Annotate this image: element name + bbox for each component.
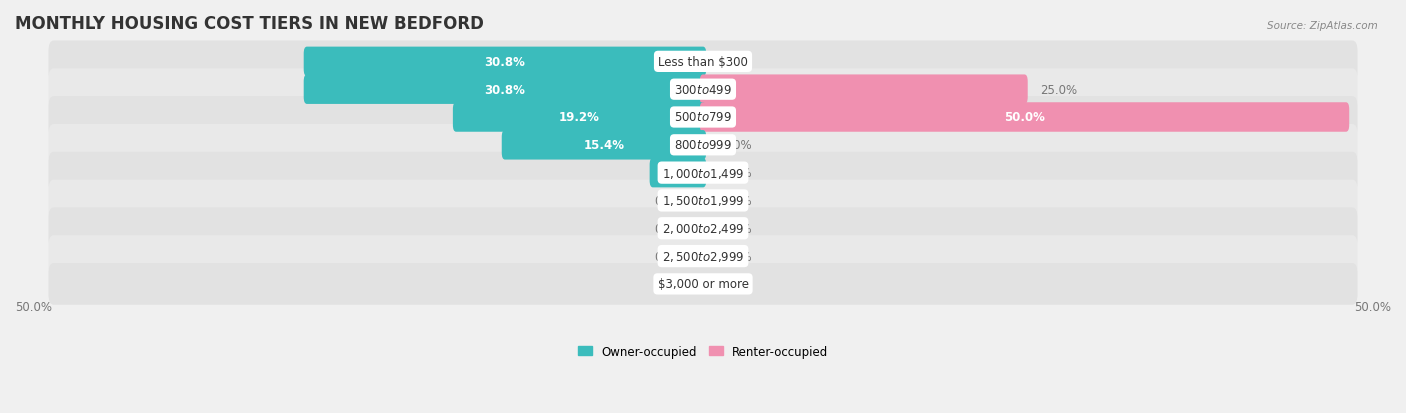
Text: 30.8%: 30.8% bbox=[485, 83, 526, 97]
Text: 50.0%: 50.0% bbox=[15, 301, 52, 313]
Text: 0.0%: 0.0% bbox=[723, 139, 752, 152]
Text: $3,000 or more: $3,000 or more bbox=[658, 278, 748, 291]
Text: 25.0%: 25.0% bbox=[1040, 83, 1077, 97]
FancyBboxPatch shape bbox=[48, 69, 1358, 111]
Text: 3.9%: 3.9% bbox=[662, 167, 695, 180]
FancyBboxPatch shape bbox=[48, 41, 1358, 83]
Text: 15.4%: 15.4% bbox=[583, 139, 624, 152]
Text: 0.0%: 0.0% bbox=[723, 195, 752, 207]
FancyBboxPatch shape bbox=[48, 125, 1358, 166]
Text: $2,500 to $2,999: $2,500 to $2,999 bbox=[662, 249, 744, 263]
Text: 0.0%: 0.0% bbox=[723, 167, 752, 180]
Text: 0.0%: 0.0% bbox=[654, 250, 683, 263]
FancyBboxPatch shape bbox=[650, 159, 706, 188]
FancyBboxPatch shape bbox=[48, 263, 1358, 305]
FancyBboxPatch shape bbox=[304, 47, 706, 77]
Text: 0.0%: 0.0% bbox=[654, 278, 683, 291]
Text: $1,000 to $1,499: $1,000 to $1,499 bbox=[662, 166, 744, 180]
Text: 30.8%: 30.8% bbox=[485, 56, 526, 69]
Text: 0.0%: 0.0% bbox=[654, 195, 683, 207]
Text: $1,500 to $1,999: $1,500 to $1,999 bbox=[662, 194, 744, 208]
FancyBboxPatch shape bbox=[48, 180, 1358, 222]
Text: $2,000 to $2,499: $2,000 to $2,499 bbox=[662, 222, 744, 236]
Text: 0.0%: 0.0% bbox=[723, 278, 752, 291]
FancyBboxPatch shape bbox=[304, 75, 706, 104]
Text: 0.0%: 0.0% bbox=[723, 250, 752, 263]
Text: 0.0%: 0.0% bbox=[654, 222, 683, 235]
Text: $300 to $499: $300 to $499 bbox=[673, 83, 733, 97]
FancyBboxPatch shape bbox=[453, 103, 706, 133]
Text: Less than $300: Less than $300 bbox=[658, 56, 748, 69]
Text: 50.0%: 50.0% bbox=[1004, 111, 1045, 124]
Text: 50.0%: 50.0% bbox=[1354, 301, 1391, 313]
FancyBboxPatch shape bbox=[700, 103, 1350, 133]
Legend: Owner-occupied, Renter-occupied: Owner-occupied, Renter-occupied bbox=[572, 340, 834, 363]
Text: 0.0%: 0.0% bbox=[723, 56, 752, 69]
FancyBboxPatch shape bbox=[48, 208, 1358, 249]
FancyBboxPatch shape bbox=[502, 131, 706, 160]
FancyBboxPatch shape bbox=[48, 152, 1358, 194]
FancyBboxPatch shape bbox=[48, 97, 1358, 138]
Text: MONTHLY HOUSING COST TIERS IN NEW BEDFORD: MONTHLY HOUSING COST TIERS IN NEW BEDFOR… bbox=[15, 15, 484, 33]
Text: $500 to $799: $500 to $799 bbox=[673, 111, 733, 124]
Text: 19.2%: 19.2% bbox=[560, 111, 600, 124]
Text: 0.0%: 0.0% bbox=[723, 222, 752, 235]
Text: $800 to $999: $800 to $999 bbox=[673, 139, 733, 152]
Text: Source: ZipAtlas.com: Source: ZipAtlas.com bbox=[1267, 21, 1378, 31]
FancyBboxPatch shape bbox=[48, 236, 1358, 277]
FancyBboxPatch shape bbox=[700, 75, 1028, 104]
